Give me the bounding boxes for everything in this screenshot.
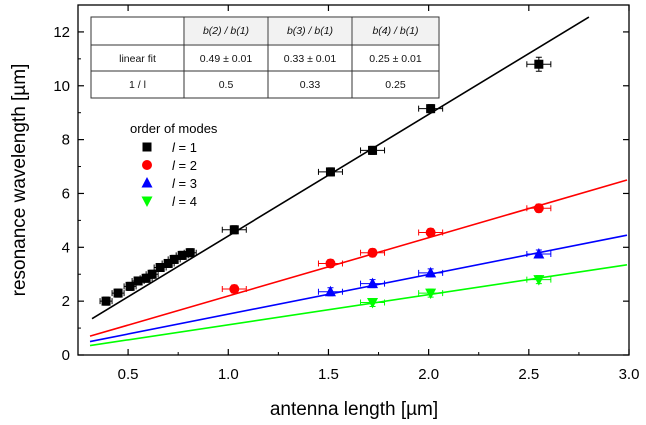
- table-cell: 0.25: [385, 79, 406, 91]
- data-point: [230, 225, 239, 234]
- y-tick-label: 2: [62, 293, 70, 310]
- table-cell: 0.25 ± 0.01: [369, 53, 422, 65]
- y-tick-label: 12: [53, 24, 70, 41]
- table-cell: 0.33 ± 0.01: [284, 53, 337, 65]
- table-cell: 0.5: [219, 79, 234, 91]
- legend-label-order-1: l = 1: [172, 140, 197, 155]
- data-point: [102, 297, 111, 306]
- data-point: [229, 284, 239, 294]
- ratio-table: b(2) / b(1) b(3) / b(1) b(4) / b(1) linear …: [91, 17, 439, 98]
- y-tick-label: 10: [53, 78, 70, 95]
- x-tick-label: 0.5: [118, 366, 139, 383]
- table-cell: 0.49 ± 0.01: [200, 53, 253, 65]
- data-point: [368, 248, 378, 258]
- data-point: [170, 255, 179, 264]
- y-tick-label: 8: [62, 132, 70, 149]
- data-point: [325, 258, 335, 268]
- data-point: [426, 104, 435, 113]
- y-tick-label: 0: [62, 347, 70, 364]
- legend-label-order-3: l = 3: [172, 176, 197, 191]
- x-tick-label: 1.0: [218, 366, 239, 383]
- legend-label-order-4: l = 4: [172, 194, 197, 209]
- data-point: [126, 282, 135, 291]
- data-point: [368, 146, 377, 155]
- legend-label-order-2: l = 2: [172, 158, 197, 173]
- x-axis-title: antenna length [µm]: [270, 399, 438, 420]
- y-tick-label: 4: [62, 239, 70, 256]
- data-point: [426, 228, 436, 238]
- data-point: [186, 248, 195, 257]
- data-point: [534, 203, 544, 213]
- data-point: [114, 289, 123, 298]
- legend-marker-order-1: [143, 143, 152, 152]
- x-tick-label: 2.5: [518, 366, 539, 383]
- table-cell: 0.33: [300, 79, 321, 91]
- x-tick-label: 3.0: [619, 366, 640, 383]
- table-header: b(4) / b(1): [372, 25, 418, 37]
- legend-title: order of modes: [130, 121, 218, 136]
- legend-marker-order-2: [142, 160, 152, 170]
- table-header: b(3) / b(1): [287, 25, 333, 37]
- table-row-label: 1 / l: [129, 79, 146, 91]
- data-point: [534, 60, 543, 69]
- table-header-cell: [92, 18, 183, 44]
- table-header: b(2) / b(1): [203, 25, 249, 37]
- data-point: [326, 167, 335, 176]
- data-point: [156, 263, 165, 272]
- table-row-label: linear fit: [119, 53, 156, 65]
- data-point: [148, 270, 157, 279]
- x-tick-label: 2.0: [418, 366, 439, 383]
- y-tick-label: 6: [62, 185, 70, 202]
- x-tick-label: 1.5: [318, 366, 339, 383]
- y-axis-title: resonance wavelength [µm]: [9, 64, 30, 297]
